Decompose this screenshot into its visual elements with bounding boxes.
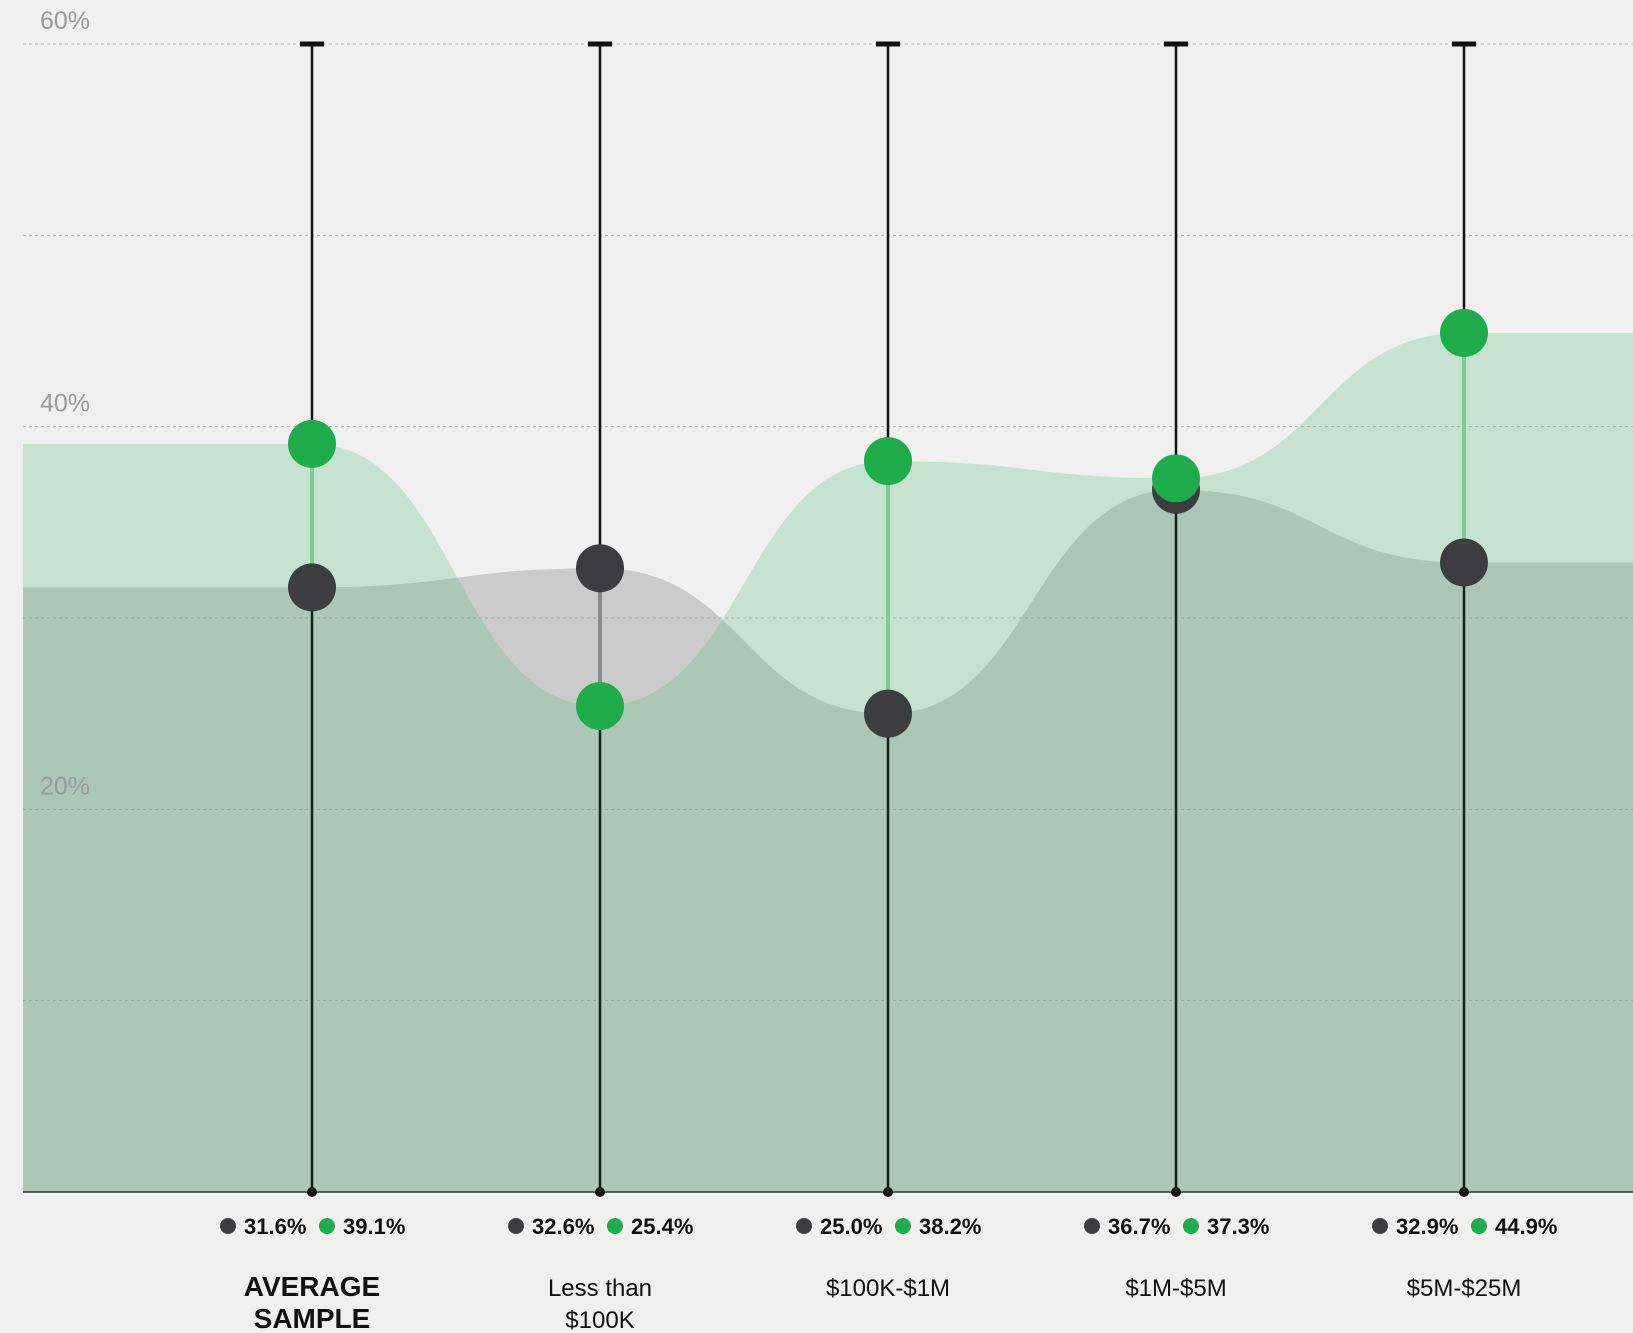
x-category-label: $100K-$1M	[826, 1275, 950, 1302]
legend-dot-dark	[1372, 1218, 1388, 1234]
x-category-label: $5M-$25M	[1407, 1275, 1522, 1302]
point-dark-series	[576, 544, 624, 593]
stem-layer	[300, 41, 1476, 1197]
stem-base-dot	[883, 1187, 893, 1197]
legend-dot-dark	[1084, 1218, 1100, 1234]
data-label-green: 37.3%	[1207, 1214, 1269, 1239]
data-label-dark: 36.7%	[1108, 1214, 1170, 1239]
data-label-dark: 31.6%	[244, 1214, 306, 1239]
data-label-green: 38.2%	[919, 1214, 981, 1239]
y-tick-label: 60%	[40, 7, 90, 35]
legend-dot-dark	[508, 1218, 524, 1234]
legend-dot-dark	[796, 1218, 812, 1234]
legend-dot-green	[319, 1218, 335, 1234]
grid-layer: 60% 40% 20%	[23, 7, 1633, 1193]
data-label-dark: 25.0%	[820, 1214, 882, 1239]
stem-base-dot	[307, 1187, 317, 1197]
point-green-series	[1440, 308, 1488, 357]
y-tick-label: 40%	[40, 390, 90, 418]
legend-dot-green	[1471, 1218, 1487, 1234]
stem-base-dot	[595, 1187, 605, 1197]
x-category-label: SAMPLE	[254, 1303, 371, 1333]
data-label-dark: 32.9%	[1396, 1214, 1458, 1239]
data-label-green: 44.9%	[1495, 1214, 1557, 1239]
data-label-green: 39.1%	[343, 1214, 405, 1239]
point-dark-series	[864, 689, 912, 738]
x-category-label: $100K	[565, 1307, 634, 1333]
dot-layer	[288, 308, 1488, 738]
legend-dot-green	[607, 1218, 623, 1234]
legend-dot-green	[895, 1218, 911, 1234]
area-overlap	[23, 489, 1633, 1192]
point-dark-series	[288, 563, 336, 612]
point-green-series	[576, 682, 624, 731]
data-label-green: 25.4%	[631, 1214, 693, 1239]
legend-dot-green	[1183, 1218, 1199, 1234]
point-green-series	[864, 437, 912, 486]
stem-base-dot	[1459, 1187, 1469, 1197]
data-label-dark: 32.6%	[532, 1214, 594, 1239]
x-category-label: AVERAGE	[244, 1271, 380, 1302]
point-green-series	[1152, 454, 1200, 503]
y-tick-label: 20%	[40, 772, 90, 800]
area-layer	[23, 332, 1633, 1192]
point-dark-series	[1440, 538, 1488, 587]
point-green-series	[288, 419, 336, 468]
legend-dot-dark	[220, 1218, 236, 1234]
x-category-label: $1M-$5M	[1125, 1275, 1226, 1302]
stem-base-dot	[1171, 1187, 1181, 1197]
x-category-label: Less than	[548, 1275, 652, 1302]
